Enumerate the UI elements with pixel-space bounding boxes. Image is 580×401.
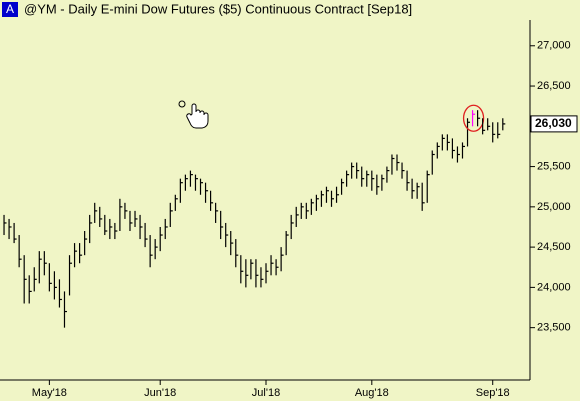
x-tick-label: Jul'18: [252, 387, 280, 399]
y-tick-label: 23,500: [537, 322, 571, 334]
last-price-box: [530, 115, 578, 133]
y-tick-label: 27,000: [537, 40, 571, 52]
x-tick-label: Jun'18: [144, 387, 176, 399]
highlight-ring: [462, 104, 485, 132]
cursor-icon: [178, 100, 209, 129]
badge-box: [2, 2, 18, 17]
y-tick-label: 25,000: [537, 201, 571, 213]
x-tick-label: Sep'18: [476, 387, 510, 399]
y-tick-label: 26,500: [537, 80, 571, 92]
badge: A: [6, 2, 14, 16]
x-tick-label: Aug'18: [355, 387, 389, 399]
last-price-label: 26,030: [535, 116, 572, 130]
y-tick-label: 24,500: [537, 241, 571, 253]
chart-title: @YM - Daily E-mini Dow Futures ($5) Cont…: [24, 1, 412, 16]
y-tick-label: 24,000: [537, 281, 571, 293]
y-tick-label: 25,500: [537, 160, 571, 172]
x-tick-label: May'18: [32, 387, 67, 399]
